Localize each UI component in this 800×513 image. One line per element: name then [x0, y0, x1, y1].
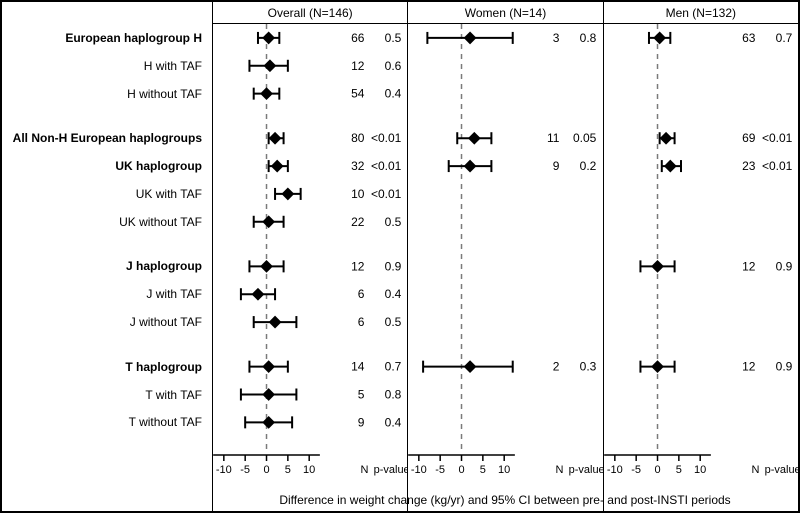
- row-label: H without TAF: [127, 87, 202, 101]
- svg-text:10: 10: [694, 464, 706, 476]
- svg-text:12: 12: [351, 59, 365, 73]
- panel-header-women: Women (N=14): [407, 2, 602, 24]
- svg-text:<0.01: <0.01: [371, 187, 402, 201]
- svg-text:0.5: 0.5: [385, 215, 402, 229]
- label-column-spacer: [2, 2, 212, 24]
- svg-text:3: 3: [553, 31, 560, 45]
- svg-text:12: 12: [742, 360, 756, 374]
- panel-title: Women (N=14): [465, 6, 546, 20]
- svg-text:6: 6: [358, 287, 365, 301]
- svg-text:-10: -10: [607, 464, 623, 476]
- panel-overall: 660.5120.6540.480<0.0132<0.0110<0.01220.…: [212, 24, 407, 453]
- svg-text:<0.01: <0.01: [762, 159, 793, 173]
- svg-text:0: 0: [459, 464, 465, 476]
- svg-text:2: 2: [553, 360, 560, 374]
- svg-text:22: 22: [351, 215, 365, 229]
- svg-text:0.3: 0.3: [580, 360, 597, 374]
- row-label: UK haplogroup: [115, 159, 202, 173]
- panel-title: Men (N=132): [666, 6, 736, 20]
- svg-text:9: 9: [358, 415, 365, 429]
- svg-text:69: 69: [742, 131, 756, 145]
- svg-text:5: 5: [480, 464, 486, 476]
- row-label: J haplogroup: [126, 259, 202, 273]
- row-label: J without TAF: [130, 315, 202, 329]
- svg-text:9: 9: [553, 159, 560, 173]
- svg-text:0.7: 0.7: [775, 31, 792, 45]
- svg-text:0: 0: [654, 464, 660, 476]
- svg-text:0.2: 0.2: [580, 159, 597, 173]
- svg-text:0.05: 0.05: [573, 131, 597, 145]
- svg-text:N: N: [751, 464, 759, 476]
- svg-text:12: 12: [742, 259, 756, 273]
- row-label: UK with TAF: [136, 187, 202, 201]
- svg-text:5: 5: [285, 464, 291, 476]
- svg-text:0.8: 0.8: [580, 31, 597, 45]
- panel-women: 3 0.8 11 0.05 9 0.2 2 0.3: [407, 24, 602, 453]
- svg-text:63: 63: [742, 31, 756, 45]
- svg-text:32: 32: [351, 159, 365, 173]
- svg-text:<0.01: <0.01: [762, 131, 793, 145]
- svg-text:10: 10: [498, 464, 510, 476]
- panel-header-overall: Overall (N=146): [212, 2, 407, 24]
- row-label: T with TAF: [145, 388, 202, 402]
- svg-text:11: 11: [547, 131, 560, 145]
- svg-text:-5: -5: [436, 464, 446, 476]
- svg-text:0.9: 0.9: [775, 259, 792, 273]
- svg-text:0.4: 0.4: [385, 415, 402, 429]
- svg-text:0.6: 0.6: [385, 59, 402, 73]
- svg-text:0.4: 0.4: [385, 287, 402, 301]
- svg-text:10: 10: [303, 464, 315, 476]
- svg-text:14: 14: [351, 360, 365, 374]
- svg-text:-10: -10: [216, 464, 232, 476]
- row-label: European haplogroup H: [65, 31, 202, 45]
- svg-text:66: 66: [351, 31, 365, 45]
- svg-text:<0.01: <0.01: [371, 159, 402, 173]
- row-label: J with TAF: [146, 287, 202, 301]
- panel-headers: Overall (N=146) Women (N=14) Men (N=132): [2, 2, 798, 24]
- svg-text:23: 23: [742, 159, 756, 173]
- svg-text:-5: -5: [631, 464, 641, 476]
- row-label: UK without TAF: [119, 215, 202, 229]
- svg-text:0.5: 0.5: [385, 315, 402, 329]
- panel-header-men: Men (N=132): [603, 2, 798, 24]
- row-label: T haplogroup: [125, 360, 202, 374]
- x-axis-label: Difference in weight change (kg/yr) and …: [212, 493, 798, 507]
- svg-text:0.4: 0.4: [385, 87, 402, 101]
- svg-text:10: 10: [351, 187, 365, 201]
- svg-text:12: 12: [351, 259, 365, 273]
- svg-text:54: 54: [351, 87, 365, 101]
- svg-text:-10: -10: [411, 464, 427, 476]
- svg-text:6: 6: [358, 315, 365, 329]
- svg-text:N: N: [556, 464, 564, 476]
- svg-text:N: N: [361, 464, 369, 476]
- svg-text:0.9: 0.9: [775, 360, 792, 374]
- label-column-spacer: [2, 453, 212, 511]
- svg-text:5: 5: [675, 464, 681, 476]
- svg-text:p-value: p-value: [569, 464, 603, 476]
- row-label: All Non-H European haplogroups: [13, 131, 202, 145]
- plot-body: European haplogroup H H with TAF H without…: [2, 24, 798, 453]
- xlabel-text: Difference in weight change (kg/yr) and …: [279, 493, 730, 507]
- svg-text:p-value: p-value: [374, 464, 408, 476]
- svg-text:p-value: p-value: [764, 464, 798, 476]
- row-labels-column: European haplogroup H H with TAF H without…: [2, 24, 212, 453]
- svg-text:0.7: 0.7: [385, 360, 402, 374]
- panel-men: 63 0.7 69 <0.01 23 <0.01 12 0.9 12 0.9: [603, 24, 798, 453]
- svg-text:<0.01: <0.01: [371, 131, 402, 145]
- svg-text:0.8: 0.8: [385, 388, 402, 402]
- row-label: T without TAF: [129, 415, 202, 429]
- panel-title: Overall (N=146): [268, 6, 353, 20]
- svg-text:5: 5: [358, 388, 365, 402]
- svg-text:80: 80: [351, 131, 365, 145]
- svg-text:0: 0: [263, 464, 269, 476]
- svg-text:-5: -5: [240, 464, 250, 476]
- svg-text:0.5: 0.5: [385, 31, 402, 45]
- forest-plot: Overall (N=146) Women (N=14) Men (N=132)…: [0, 0, 800, 513]
- row-label: H with TAF: [144, 59, 202, 73]
- svg-text:0.9: 0.9: [385, 259, 402, 273]
